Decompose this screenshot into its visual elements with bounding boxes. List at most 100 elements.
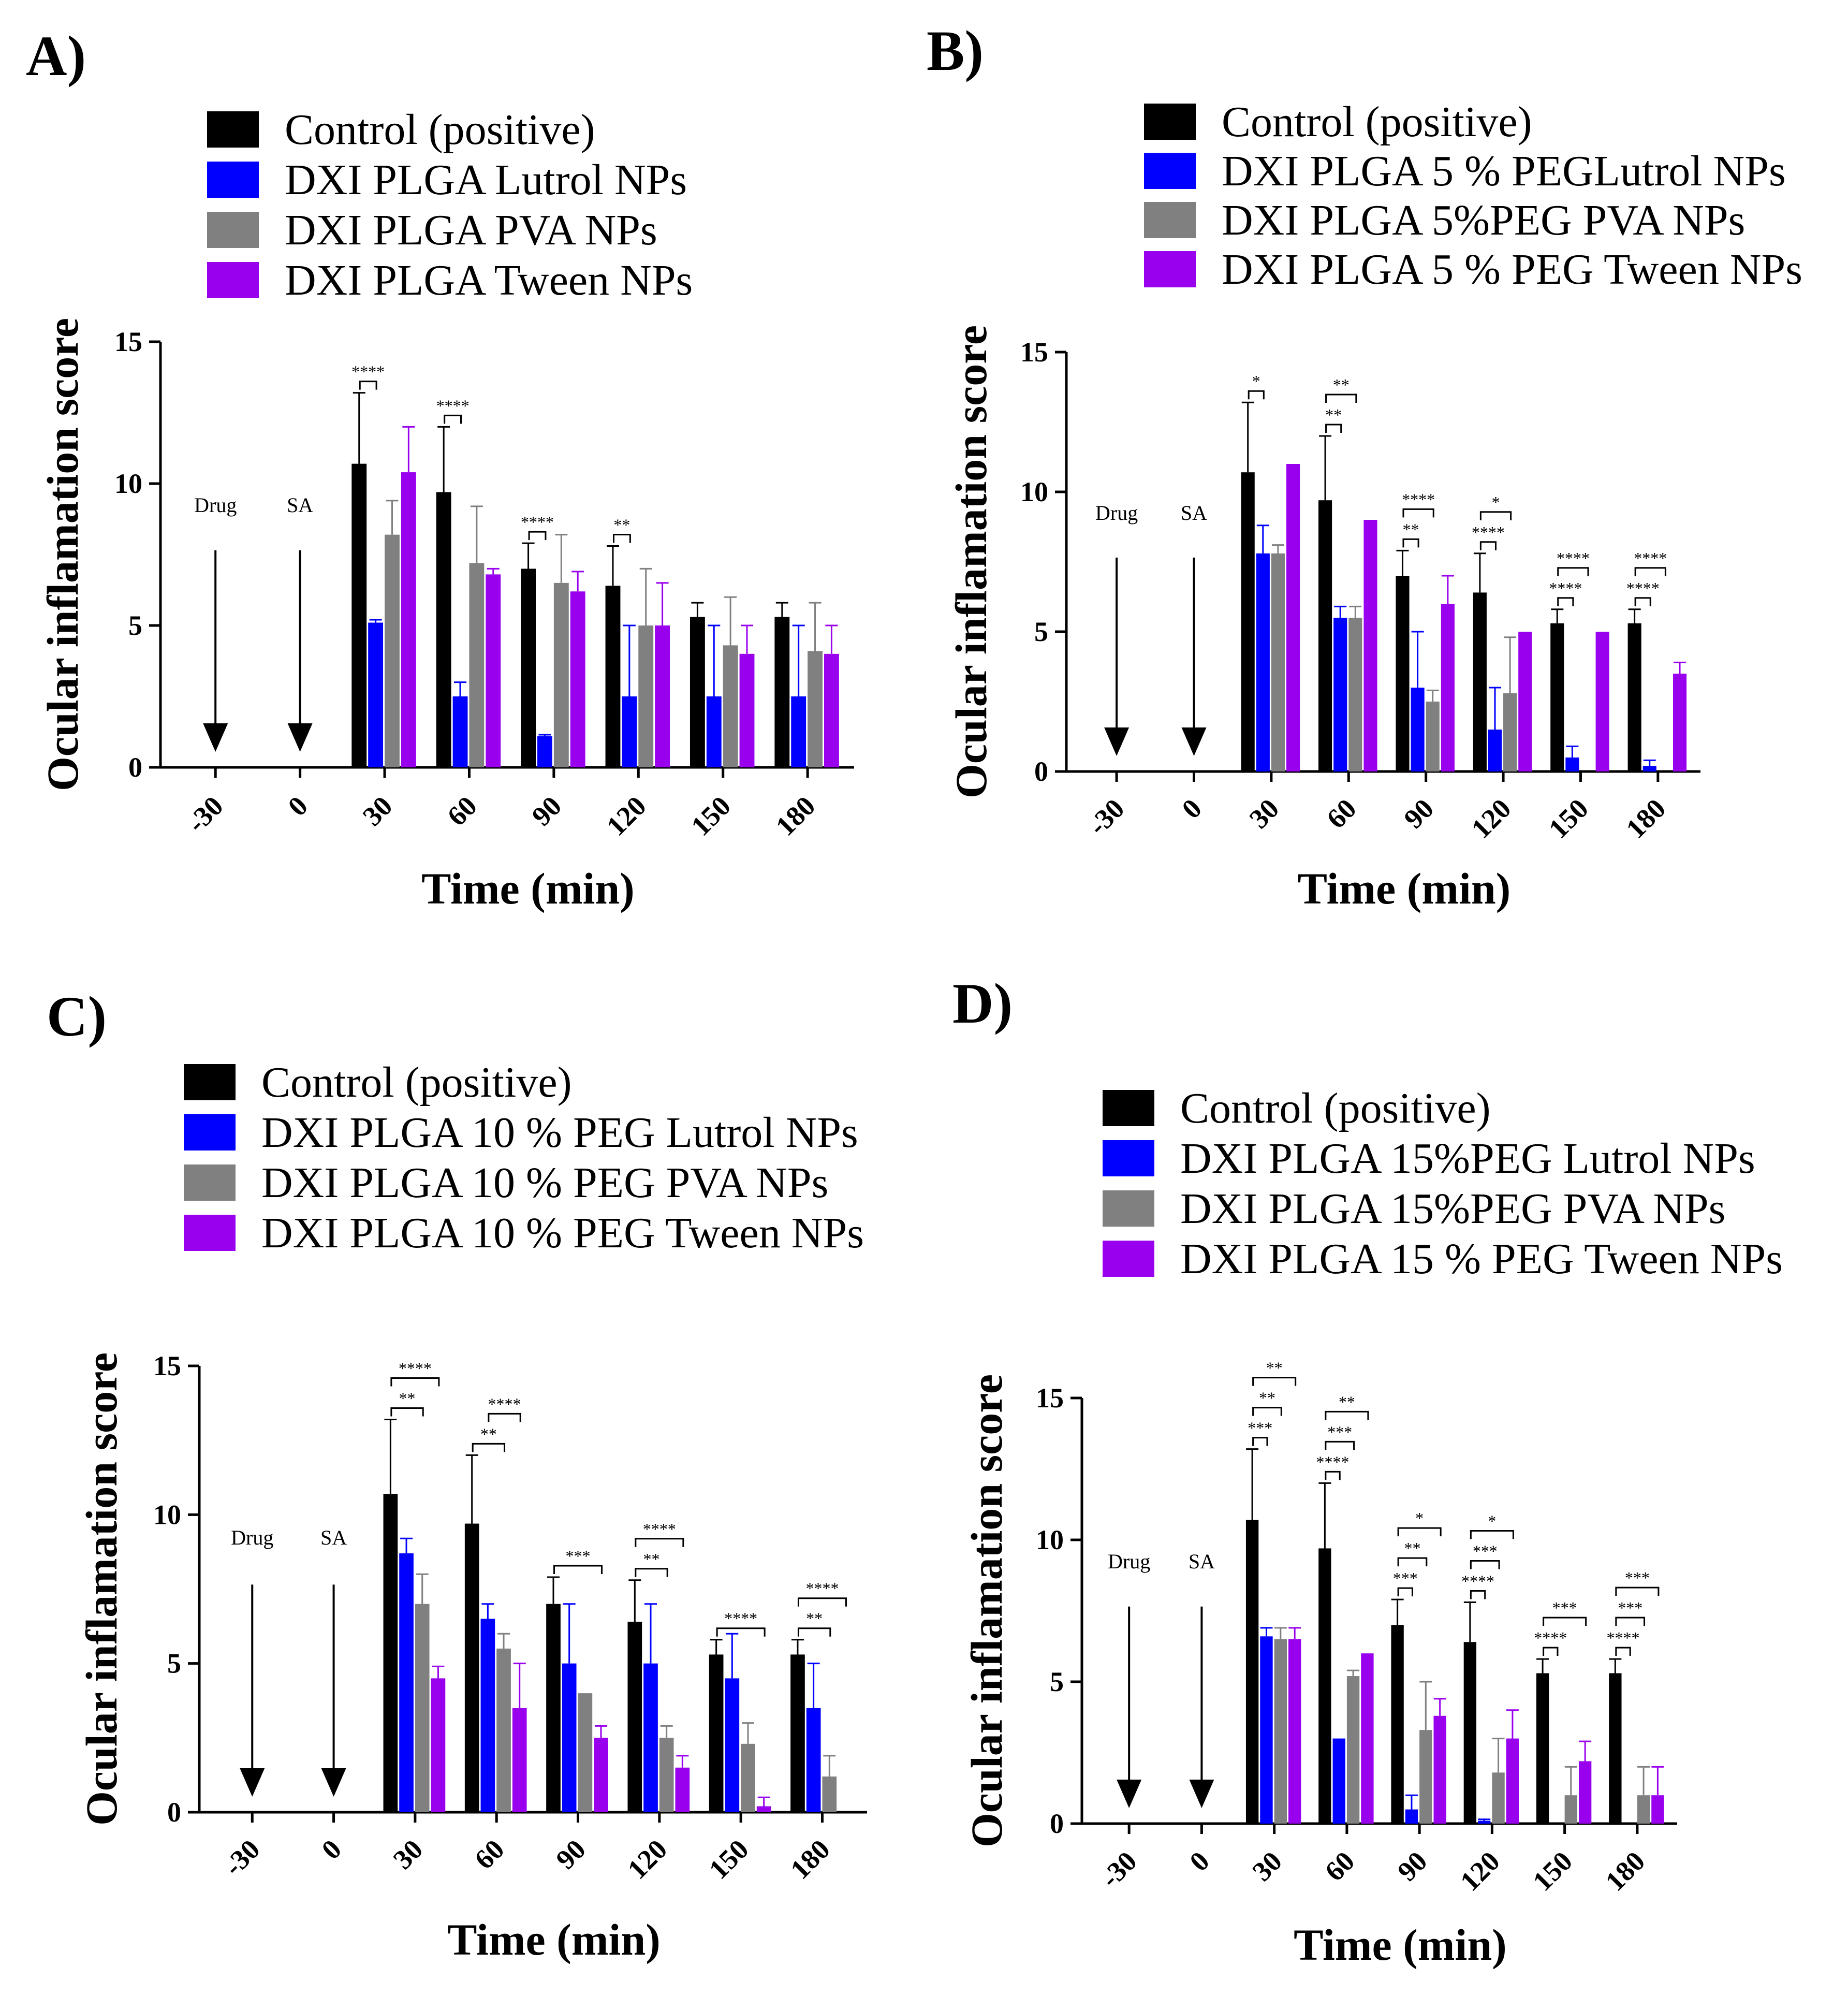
legend-swatch [207, 162, 259, 198]
legend-label: DXI PLGA PVA NPs [285, 206, 657, 254]
bar [1256, 553, 1270, 771]
significance-bracket [1543, 1647, 1559, 1656]
x-tick-label: 90 [1391, 1845, 1433, 1887]
arrow-label: Drug [1095, 501, 1138, 525]
panel-b: B) Control (positive)DXI PLGA 5 % PEGLut… [927, 19, 1802, 913]
legend-label: Control (positive) [285, 106, 595, 154]
significance-label: * [1491, 493, 1500, 512]
bar [1396, 576, 1410, 771]
significance-label: **** [643, 1520, 676, 1538]
x-axis-label: Time (min) [1294, 1920, 1507, 1970]
legend-swatch [184, 1164, 236, 1201]
significance-label: * [1415, 1509, 1424, 1527]
x-tick-label: 150 [685, 790, 737, 842]
bar [1565, 758, 1579, 771]
significance-bracket [1615, 1586, 1660, 1596]
arrow-head-icon [1117, 1780, 1142, 1808]
significance-bracket [1557, 567, 1589, 576]
bar [1411, 688, 1425, 771]
bar [1274, 1639, 1287, 1824]
significance-bracket [1325, 424, 1342, 433]
bar [496, 1648, 511, 1812]
bar [824, 653, 839, 767]
legend-label: Control (positive) [1222, 98, 1532, 146]
significance-label: **** [436, 396, 470, 415]
panel-d: D) Control (positive)DXI PLGA 15%PEG Lut… [952, 972, 1783, 1970]
bar [480, 1619, 495, 1812]
panel-letter: C) [47, 985, 107, 1048]
bar [1260, 1636, 1273, 1824]
legend-label: Control (positive) [1180, 1084, 1491, 1132]
bar [723, 645, 738, 767]
bar [486, 574, 501, 767]
y-tick-label: 5 [1034, 616, 1048, 647]
significance-bracket [553, 1565, 603, 1575]
arrow-head-icon [1189, 1780, 1214, 1808]
significance-label: **** [1534, 1628, 1567, 1647]
legend-swatch [1103, 1090, 1154, 1126]
y-tick-label: 10 [114, 468, 142, 499]
significance-label: ** [1325, 405, 1342, 424]
x-tick-label: 30 [357, 790, 399, 832]
x-tick-label: 180 [784, 1833, 836, 1885]
legend-swatch [1144, 202, 1196, 238]
legend-swatch [184, 1064, 236, 1100]
bar [690, 617, 705, 767]
bar [1578, 1761, 1592, 1824]
bar [553, 583, 569, 767]
x-tick-label: 180 [770, 790, 822, 842]
significance-label: **** [488, 1394, 521, 1413]
x-tick-label: 60 [441, 790, 483, 832]
significance-label: *** [1618, 1598, 1642, 1617]
bar [368, 622, 384, 767]
x-tick-label: 120 [600, 790, 652, 842]
x-axis-label: Time (min) [447, 1915, 661, 1964]
x-tick-label: 180 [1620, 793, 1672, 844]
bar [1433, 1715, 1446, 1824]
plot-area: 0 5 10 15 Ocular inflamation score Time (min)… [946, 325, 1700, 913]
x-tick-label: 120 [1465, 793, 1517, 844]
x-tick-label: 120 [622, 1833, 673, 1885]
arrow-head-icon [287, 723, 313, 752]
legend: Control (positive)DXI PLGA 5 % PEGLutrol… [1144, 98, 1802, 294]
bar [1518, 632, 1532, 771]
significance-label: **** [351, 362, 385, 381]
significance-label: **** [399, 1359, 432, 1377]
legend-swatch [207, 262, 259, 298]
bar [594, 1738, 608, 1812]
y-tick-label: 10 [1020, 476, 1048, 507]
legend-swatch [1103, 1241, 1154, 1277]
legend-swatch [1144, 153, 1196, 189]
significance-label: **** [1634, 549, 1667, 567]
bar [1391, 1625, 1404, 1824]
significance-bracket [472, 1443, 506, 1452]
significance-label: ** [1404, 1539, 1420, 1557]
bar [1564, 1795, 1577, 1824]
significance-bracket [1479, 541, 1497, 550]
bar [741, 1743, 755, 1812]
bar [808, 651, 823, 767]
significance-bracket [635, 1568, 668, 1577]
bar [351, 463, 367, 767]
legend-label: DXI PLGA 5 % PEGLutrol NPs [1222, 147, 1786, 195]
significance-bracket [1325, 1470, 1341, 1480]
y-tick-label: 0 [128, 752, 142, 783]
bar [774, 617, 790, 767]
bar [383, 1494, 398, 1812]
y-axis-label: Ocular inflamation score [38, 318, 87, 791]
x-tick-label: 30 [1243, 793, 1285, 835]
significance-label: ** [399, 1389, 416, 1407]
significance-label: **** [521, 513, 554, 531]
legend: Control (positive)DXI PLGA Lutrol NPsDXI… [207, 106, 693, 304]
significance-label: **** [1626, 579, 1660, 598]
significance-label: **** [1402, 490, 1435, 508]
legend-label: DXI PLGA 15 % PEG Tween NPs [1180, 1235, 1783, 1283]
y-tick-label: 15 [1020, 337, 1048, 368]
significance-label: ** [1333, 375, 1350, 394]
bar [1609, 1673, 1622, 1824]
legend-label: DXI PLGA 15%PEG Lutrol NPs [1180, 1134, 1755, 1183]
y-tick-label: 5 [1050, 1666, 1064, 1697]
legend-label: DXI PLGA Tween NPs [285, 256, 693, 304]
legend-label: DXI PLGA 10 % PEG Tween NPs [261, 1209, 864, 1257]
significance-label: ** [613, 516, 630, 534]
